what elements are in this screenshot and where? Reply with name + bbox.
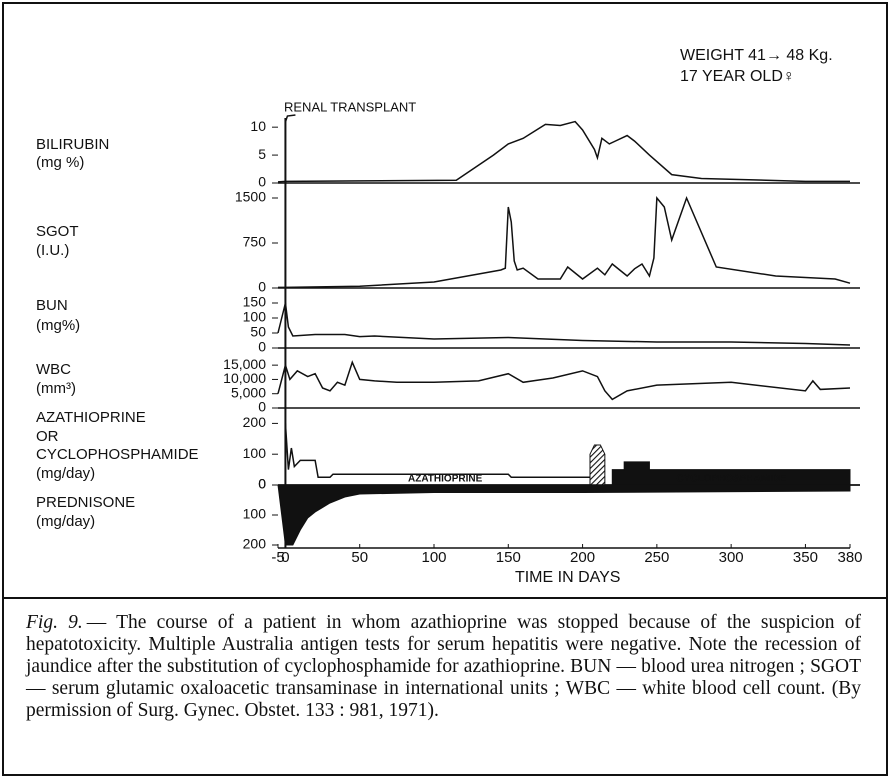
y-tick-label: 5,000 bbox=[231, 384, 266, 400]
y-axis-label: (mm³) bbox=[36, 380, 76, 397]
y-axis-label: BUN bbox=[36, 297, 68, 314]
x-axis-label: TIME IN DAYS bbox=[515, 569, 621, 586]
line bbox=[278, 195, 851, 289]
x-tick-label: 50 bbox=[351, 549, 368, 566]
weight-note: WEIGHT 41→ 48 Kg. bbox=[680, 47, 833, 64]
area bbox=[277, 484, 851, 546]
y-tick-label: 10 bbox=[250, 118, 266, 134]
y-tick-label: 0 bbox=[258, 174, 266, 190]
y-tick-label: 0 bbox=[258, 399, 266, 415]
x-tick-label: 380 bbox=[837, 549, 862, 566]
x-tick-label: 300 bbox=[719, 549, 744, 566]
y-axis-label: (mg %) bbox=[36, 154, 84, 171]
series-label: CYCLOPHOSPHAMIDE bbox=[676, 474, 786, 485]
y-axis-label: AZATHIOPRINE bbox=[36, 409, 146, 426]
series-label: AZATHIOPRINE bbox=[408, 474, 483, 485]
area bbox=[589, 444, 606, 486]
y-axis-label: (mg/day) bbox=[36, 465, 95, 482]
y-tick-label: 100 bbox=[243, 309, 267, 325]
x-tick-label: 200 bbox=[570, 549, 595, 566]
y-axis-label: CYCLOPHOSPHAMIDE bbox=[36, 446, 199, 463]
y-axis-label: BILIRUBIN bbox=[36, 136, 109, 153]
area bbox=[611, 461, 851, 486]
line bbox=[277, 302, 851, 346]
event-note: RENAL TRANSPLANT bbox=[284, 99, 416, 114]
age-note: 17 YEAR OLD♀ bbox=[680, 68, 795, 85]
caption-label: Fig. 9. bbox=[26, 612, 83, 633]
y-axis-label: PREDNISONE bbox=[36, 494, 135, 511]
y-tick-label: 200 bbox=[243, 536, 267, 552]
y-tick-label: 150 bbox=[243, 294, 267, 310]
y-tick-label: 50 bbox=[250, 324, 266, 340]
y-axis-label: SGOT bbox=[36, 223, 79, 240]
y-tick-label: 1500 bbox=[235, 189, 266, 205]
y-axis-label: (mg%) bbox=[36, 317, 80, 334]
x-tick-label: -5 bbox=[271, 549, 284, 566]
y-tick-label: 15,000 bbox=[223, 356, 266, 372]
y-axis-label: OR bbox=[36, 428, 59, 445]
y-tick-label: 10,000 bbox=[223, 370, 266, 386]
x-tick-label: 350 bbox=[793, 549, 818, 566]
x-tick-label: 150 bbox=[496, 549, 521, 566]
caption-text: — The course of a patient in whom azathi… bbox=[26, 612, 861, 721]
y-tick-label: 100 bbox=[243, 445, 267, 461]
y-tick-label: 0 bbox=[258, 279, 266, 295]
x-tick-label: 250 bbox=[644, 549, 669, 566]
event-arrow bbox=[284, 114, 296, 123]
y-axis-label: (I.U.) bbox=[36, 242, 69, 259]
caption: Fig. 9. — The course of a patient in whom… bbox=[26, 612, 861, 722]
y-tick-label: 0 bbox=[258, 476, 266, 492]
line bbox=[277, 120, 850, 183]
y-axis-label: WBC bbox=[36, 361, 71, 378]
y-tick-label: 0 bbox=[258, 339, 266, 355]
y-tick-label: 5 bbox=[258, 146, 266, 162]
y-tick-label: 750 bbox=[243, 234, 267, 250]
x-tick-label: 0 bbox=[281, 549, 289, 566]
y-tick-label: 100 bbox=[243, 506, 267, 522]
line bbox=[284, 423, 605, 479]
y-tick-label: 0 bbox=[258, 476, 266, 492]
y-axis-label: (mg/day) bbox=[36, 513, 95, 530]
line bbox=[277, 360, 851, 401]
x-tick-label: 100 bbox=[421, 549, 446, 566]
y-tick-label: 200 bbox=[243, 414, 267, 430]
